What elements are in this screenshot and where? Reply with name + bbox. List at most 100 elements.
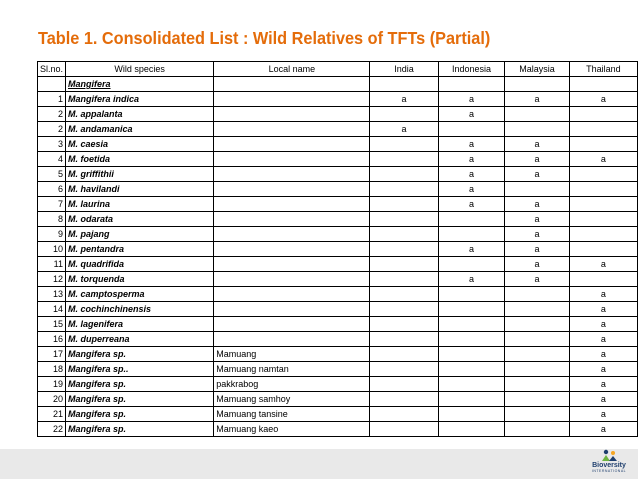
cell-thailand bbox=[568, 271, 638, 287]
cell-wild-species: M. pajang bbox=[65, 226, 215, 242]
cell-indonesia bbox=[437, 226, 506, 242]
cell-malaysia bbox=[504, 361, 570, 377]
cell-sl-no: 17 bbox=[36, 346, 67, 362]
cell-sl-no: 2 bbox=[36, 106, 67, 122]
cell-india bbox=[369, 226, 439, 242]
cell-wild-species: Mangifera sp.. bbox=[65, 361, 215, 377]
cell-malaysia: a bbox=[504, 241, 570, 257]
cell-indonesia bbox=[437, 376, 506, 392]
cell-sl-no: 8 bbox=[36, 211, 67, 227]
cell-india bbox=[369, 241, 439, 257]
cell-local-name bbox=[213, 91, 371, 107]
cell-india bbox=[369, 361, 439, 377]
cell-india bbox=[369, 301, 439, 317]
cell-local-name bbox=[213, 271, 371, 287]
cell-thailand: a bbox=[568, 331, 638, 347]
cell-thailand bbox=[568, 196, 638, 212]
cell-thailand: a bbox=[568, 91, 638, 107]
table-row: 6 M. havilandi a bbox=[36, 181, 638, 197]
cell-sl-no: 1 bbox=[36, 91, 67, 107]
cell-indonesia: a bbox=[437, 166, 506, 182]
footer-bar: Bioversity INTERNATIONAL bbox=[0, 449, 638, 479]
cell-sl-no: 5 bbox=[36, 166, 67, 182]
cell-indonesia: a bbox=[437, 106, 506, 122]
header-indonesia: Indonesia bbox=[437, 61, 506, 77]
cell-india bbox=[369, 286, 439, 302]
bioversity-logo: Bioversity INTERNATIONAL bbox=[586, 449, 632, 479]
cell-thailand bbox=[568, 76, 638, 92]
table-row: 16 M. duperreana a bbox=[36, 331, 638, 347]
cell-wild-species: M. griffithii bbox=[65, 166, 215, 182]
cell-wild-species: M. appalanta bbox=[65, 106, 215, 122]
cell-india bbox=[369, 346, 439, 362]
cell-india bbox=[369, 256, 439, 272]
cell-sl-no: 19 bbox=[36, 376, 67, 392]
cell-malaysia: a bbox=[504, 271, 570, 287]
cell-thailand: a bbox=[568, 361, 638, 377]
table-row: 11 M. quadrifida a a bbox=[36, 256, 638, 272]
cell-wild-species: M. lagenifera bbox=[65, 316, 215, 332]
cell-malaysia: a bbox=[504, 196, 570, 212]
cell-wild-species: M. quadrifida bbox=[65, 256, 215, 272]
cell-malaysia bbox=[504, 181, 570, 197]
cell-malaysia: a bbox=[504, 136, 570, 152]
cell-wild-species: Mangifera sp. bbox=[65, 421, 215, 437]
cell-indonesia bbox=[437, 121, 506, 137]
table-row: 2 M. andamanica a bbox=[36, 121, 638, 137]
table-row: 1 Mangifera indica a a a a bbox=[36, 91, 638, 107]
cell-thailand: a bbox=[568, 391, 638, 407]
cell-indonesia bbox=[437, 331, 506, 347]
table-row: 5 M. griffithii a a bbox=[36, 166, 638, 182]
cell-india: a bbox=[369, 121, 439, 137]
cell-malaysia: a bbox=[504, 166, 570, 182]
cell-malaysia bbox=[504, 76, 570, 92]
cell-indonesia: a bbox=[437, 241, 506, 257]
cell-local-name: pakkrabog bbox=[213, 376, 371, 392]
cell-sl-no: 9 bbox=[36, 226, 67, 242]
cell-sl-no: 21 bbox=[36, 406, 67, 422]
cell-wild-species: Mangifera bbox=[65, 76, 215, 92]
cell-sl-no bbox=[36, 76, 67, 92]
cell-local-name: Mamuang kaeo bbox=[213, 421, 371, 437]
header-malaysia: Malaysia bbox=[504, 61, 570, 77]
table-row: 10 M. pentandra a a bbox=[36, 241, 638, 257]
cell-indonesia bbox=[437, 301, 506, 317]
cell-wild-species: M. caesia bbox=[65, 136, 215, 152]
cell-indonesia bbox=[437, 406, 506, 422]
cell-india bbox=[369, 406, 439, 422]
cell-thailand: a bbox=[568, 286, 638, 302]
cell-local-name bbox=[213, 286, 371, 302]
cell-india bbox=[369, 376, 439, 392]
cell-indonesia bbox=[437, 346, 506, 362]
cell-thailand bbox=[568, 211, 638, 227]
table-row: 22 Mangifera sp. Mamuang kaeo a bbox=[36, 421, 638, 437]
cell-thailand bbox=[568, 106, 638, 122]
cell-sl-no: 2 bbox=[36, 121, 67, 137]
cell-wild-species: M. torquenda bbox=[65, 271, 215, 287]
cell-wild-species: M. pentandra bbox=[65, 241, 215, 257]
cell-sl-no: 10 bbox=[36, 241, 67, 257]
cell-malaysia bbox=[504, 286, 570, 302]
cell-sl-no: 4 bbox=[36, 151, 67, 167]
cell-india: a bbox=[369, 91, 439, 107]
header-india: India bbox=[369, 61, 439, 77]
cell-malaysia bbox=[504, 346, 570, 362]
cell-sl-no: 3 bbox=[36, 136, 67, 152]
cell-sl-no: 15 bbox=[36, 316, 67, 332]
table-row: 20 Mangifera sp. Mamuang samhoy a bbox=[36, 391, 638, 407]
cell-wild-species: M. laurina bbox=[65, 196, 215, 212]
cell-thailand bbox=[568, 166, 638, 182]
cell-wild-species: Mangifera indica bbox=[65, 91, 215, 107]
cell-wild-species: M. odarata bbox=[65, 211, 215, 227]
cell-sl-no: 20 bbox=[36, 391, 67, 407]
cell-wild-species: Mangifera sp. bbox=[65, 391, 215, 407]
cell-wild-species: M. cochinchinensis bbox=[65, 301, 215, 317]
cell-indonesia bbox=[437, 361, 506, 377]
cell-sl-no: 7 bbox=[36, 196, 67, 212]
cell-sl-no: 22 bbox=[36, 421, 67, 437]
cell-indonesia bbox=[437, 391, 506, 407]
table-body: Mangifera 1 Mangifera indica a a a a 2 M. appala… bbox=[36, 76, 638, 437]
cell-local-name bbox=[213, 166, 371, 182]
cell-malaysia bbox=[504, 331, 570, 347]
cell-indonesia: a bbox=[437, 196, 506, 212]
